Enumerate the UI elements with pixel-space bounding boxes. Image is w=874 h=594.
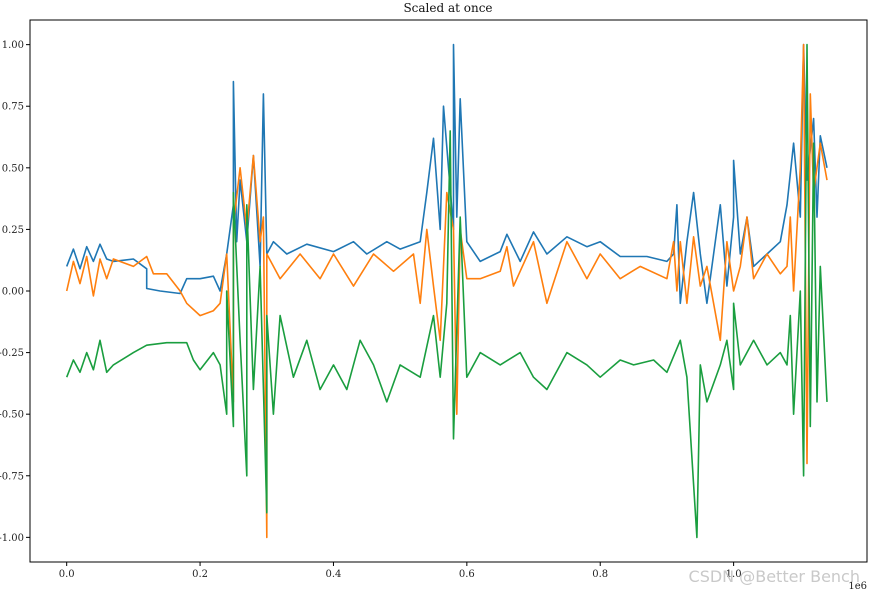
y-tick-label: 0.25: [2, 225, 24, 236]
y-tick-label: -0.50: [0, 410, 24, 421]
series-layer: [65, 43, 828, 539]
x-tick-label: 1.0: [726, 569, 742, 580]
chart-title: Scaled at once: [403, 1, 492, 15]
x-tick-label: 0.2: [192, 569, 208, 580]
plot-frame: [29, 19, 868, 563]
x-tick-label: 0.6: [459, 569, 475, 580]
y-tick-label: 1.00: [2, 40, 24, 51]
x-tick-label: 0.0: [59, 569, 75, 580]
y-tick-label: 0.75: [2, 102, 24, 113]
x-offset-label: 1e6: [848, 581, 867, 592]
x-axis: 0.0 0.2 0.4 0.6 0.8 1.0: [59, 562, 742, 580]
x-tick-label: 0.8: [592, 569, 608, 580]
series-line-2: [65, 43, 828, 539]
y-tick-label: 0.00: [2, 287, 24, 298]
y-tick-label: -1.00: [0, 533, 24, 544]
y-tick-label: 0.50: [2, 163, 24, 174]
x-tick-label: 0.4: [326, 569, 342, 580]
watermark: CSDN @Better Bench: [688, 567, 860, 586]
y-axis: -1.00 -0.75 -0.50 -0.25 0.00 0.25 0.50 0.75 1.00: [0, 40, 30, 544]
series-line-3: [65, 43, 828, 539]
y-tick-label: -0.25: [0, 348, 24, 359]
series-line-1: [65, 43, 828, 305]
y-tick-label: -0.75: [0, 471, 24, 482]
